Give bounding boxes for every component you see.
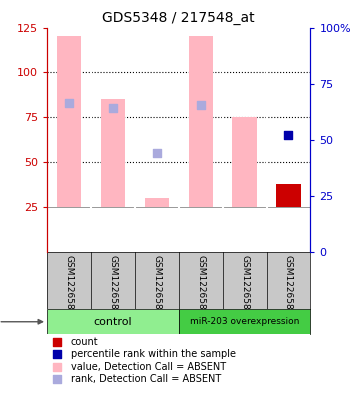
Bar <box>277 184 301 207</box>
Point <box>55 351 60 358</box>
Text: GSM1226586: GSM1226586 <box>284 255 293 315</box>
Point <box>55 364 60 370</box>
Text: protocol: protocol <box>0 317 43 327</box>
Bar <box>188 37 213 207</box>
Text: GSM1226583: GSM1226583 <box>152 255 161 315</box>
Bar <box>232 117 257 207</box>
Bar <box>145 198 169 207</box>
Point <box>66 100 72 106</box>
Point <box>198 101 204 108</box>
Text: GSM1226582: GSM1226582 <box>108 255 117 315</box>
Text: GSM1226581: GSM1226581 <box>64 255 73 315</box>
Text: count: count <box>71 337 98 347</box>
Text: control: control <box>93 317 132 327</box>
Point <box>110 105 116 111</box>
Text: rank, Detection Call = ABSENT: rank, Detection Call = ABSENT <box>71 374 221 384</box>
Text: value, Detection Call = ABSENT: value, Detection Call = ABSENT <box>71 362 226 371</box>
Bar <box>101 99 125 207</box>
Bar <box>57 37 81 207</box>
Text: GSM1226584: GSM1226584 <box>196 255 205 315</box>
Point <box>55 339 60 345</box>
Point <box>286 132 291 138</box>
Bar <box>179 309 310 334</box>
Text: GSM1226585: GSM1226585 <box>240 255 249 315</box>
Point <box>154 150 160 156</box>
Point <box>55 375 60 382</box>
Title: GDS5348 / 217548_at: GDS5348 / 217548_at <box>103 11 255 25</box>
Text: miR-203 overexpression: miR-203 overexpression <box>190 317 299 326</box>
Text: percentile rank within the sample: percentile rank within the sample <box>71 349 236 360</box>
Bar <box>47 309 179 334</box>
